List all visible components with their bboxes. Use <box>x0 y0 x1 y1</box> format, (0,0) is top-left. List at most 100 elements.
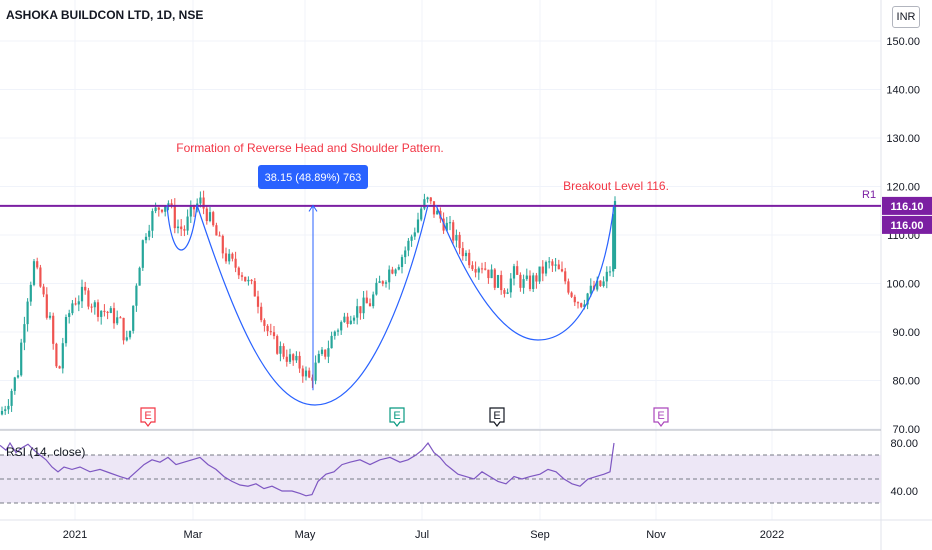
candle-body <box>346 316 349 324</box>
earnings-marker[interactable] <box>140 407 156 427</box>
candle-body <box>128 330 132 338</box>
time-tick-label: Jul <box>415 529 429 541</box>
price-tick-label: 120.00 <box>886 182 920 194</box>
candle-body <box>176 226 180 229</box>
level-price-tag <box>882 215 932 234</box>
time-tick-label: 2022 <box>760 529 784 541</box>
candle-body <box>228 253 231 262</box>
right-shoulder-curve[interactable] <box>435 204 615 341</box>
drawings[interactable]: R1 38.15 (48.89%) 763 Formation of Reverse… <box>0 141 881 427</box>
measure-arrowhead <box>308 204 318 212</box>
resistance-price-tag <box>882 196 932 215</box>
candle-body <box>557 264 560 270</box>
candle-body <box>74 303 77 305</box>
head-curve[interactable] <box>196 204 429 406</box>
candle-body <box>154 207 157 212</box>
candle-body <box>352 317 356 321</box>
rsi-line <box>0 441 615 497</box>
candle-body <box>420 208 423 220</box>
candle-body <box>215 225 218 236</box>
candle-body <box>10 390 13 406</box>
currency-selector[interactable]: INR <box>892 6 920 28</box>
candle-body <box>528 275 532 290</box>
price-tick-label: 80.00 <box>892 376 920 388</box>
time-tick-label: Sep <box>530 529 550 541</box>
earnings-marker-label: E <box>493 410 500 422</box>
candle-body <box>583 304 586 307</box>
candle-body <box>269 331 272 333</box>
candle-body <box>573 296 576 303</box>
candle-body <box>330 335 333 349</box>
candle-body <box>103 310 106 312</box>
candle-body <box>397 266 400 270</box>
candle-body <box>151 211 154 231</box>
candle-body <box>32 261 36 285</box>
candle-body <box>231 253 234 259</box>
candle-body <box>23 324 26 343</box>
candle-body <box>164 206 167 212</box>
candle-body <box>186 216 189 231</box>
candle-body <box>589 285 592 294</box>
candle-body <box>276 336 279 354</box>
candle-body <box>122 317 125 341</box>
candle-body <box>244 276 247 282</box>
candle-body <box>100 310 103 317</box>
candle-body <box>52 315 55 344</box>
candle-body <box>125 337 128 341</box>
candle-body <box>237 267 240 276</box>
rsi-legend[interactable]: RSI (14, close) <box>6 445 86 459</box>
candle-body <box>199 197 202 204</box>
price-tick-label: 140.00 <box>886 85 920 97</box>
earnings-marker[interactable] <box>489 407 505 427</box>
candle-body <box>613 201 617 269</box>
left-shoulder-curve[interactable] <box>166 204 198 251</box>
candle-body <box>39 267 42 287</box>
candle-body <box>448 222 452 224</box>
earnings-marker-label: E <box>393 410 400 422</box>
price-tick-label: 150.00 <box>886 36 920 48</box>
candle-body <box>493 269 496 288</box>
candle-body <box>544 262 548 274</box>
candle-body <box>224 253 228 262</box>
candle-body <box>567 281 570 293</box>
candle-body <box>167 203 170 207</box>
candle-body <box>4 409 7 411</box>
measure-box[interactable] <box>258 165 368 189</box>
candle-body <box>80 286 84 302</box>
rsi-tick-label: 80.00 <box>890 438 918 450</box>
candle-body <box>388 269 391 283</box>
candle-body <box>250 279 253 282</box>
candle-body <box>288 354 292 362</box>
candle-body <box>596 280 599 290</box>
candle-body <box>212 212 215 226</box>
candle-body <box>512 266 516 279</box>
candle-body <box>13 377 16 391</box>
candle-body <box>48 315 52 318</box>
rsi-tick-label: 40.00 <box>890 486 918 498</box>
breakout-annotation[interactable]: Breakout Level 116. <box>563 179 669 193</box>
candle-body <box>602 281 605 286</box>
candle-body <box>570 292 573 297</box>
candle-body <box>368 303 372 307</box>
price-axis[interactable]: 150.00140.00130.00120.00110.00100.0090.0… <box>882 36 932 498</box>
candle-body <box>375 282 378 295</box>
pattern-annotation[interactable]: Formation of Reverse Head and Shoulder P… <box>176 141 443 155</box>
candle-body <box>135 285 138 306</box>
candle-body <box>189 205 192 217</box>
candle-body <box>432 201 436 215</box>
candle-body <box>109 308 112 313</box>
candle-body <box>548 261 551 263</box>
candle-body <box>106 311 109 313</box>
candle-body <box>394 269 397 274</box>
time-axis[interactable]: 2021 Mar May Jul Sep Nov 2022 <box>63 529 784 541</box>
candle-body <box>365 297 368 304</box>
candle-body <box>256 296 260 307</box>
time-tick-label: Nov <box>646 529 666 541</box>
earnings-marker[interactable] <box>389 407 405 427</box>
rsi-pane <box>0 441 881 504</box>
candle-body <box>218 235 221 237</box>
candle-body <box>208 212 212 222</box>
candle-body <box>138 267 141 286</box>
earnings-marker[interactable] <box>653 407 669 427</box>
